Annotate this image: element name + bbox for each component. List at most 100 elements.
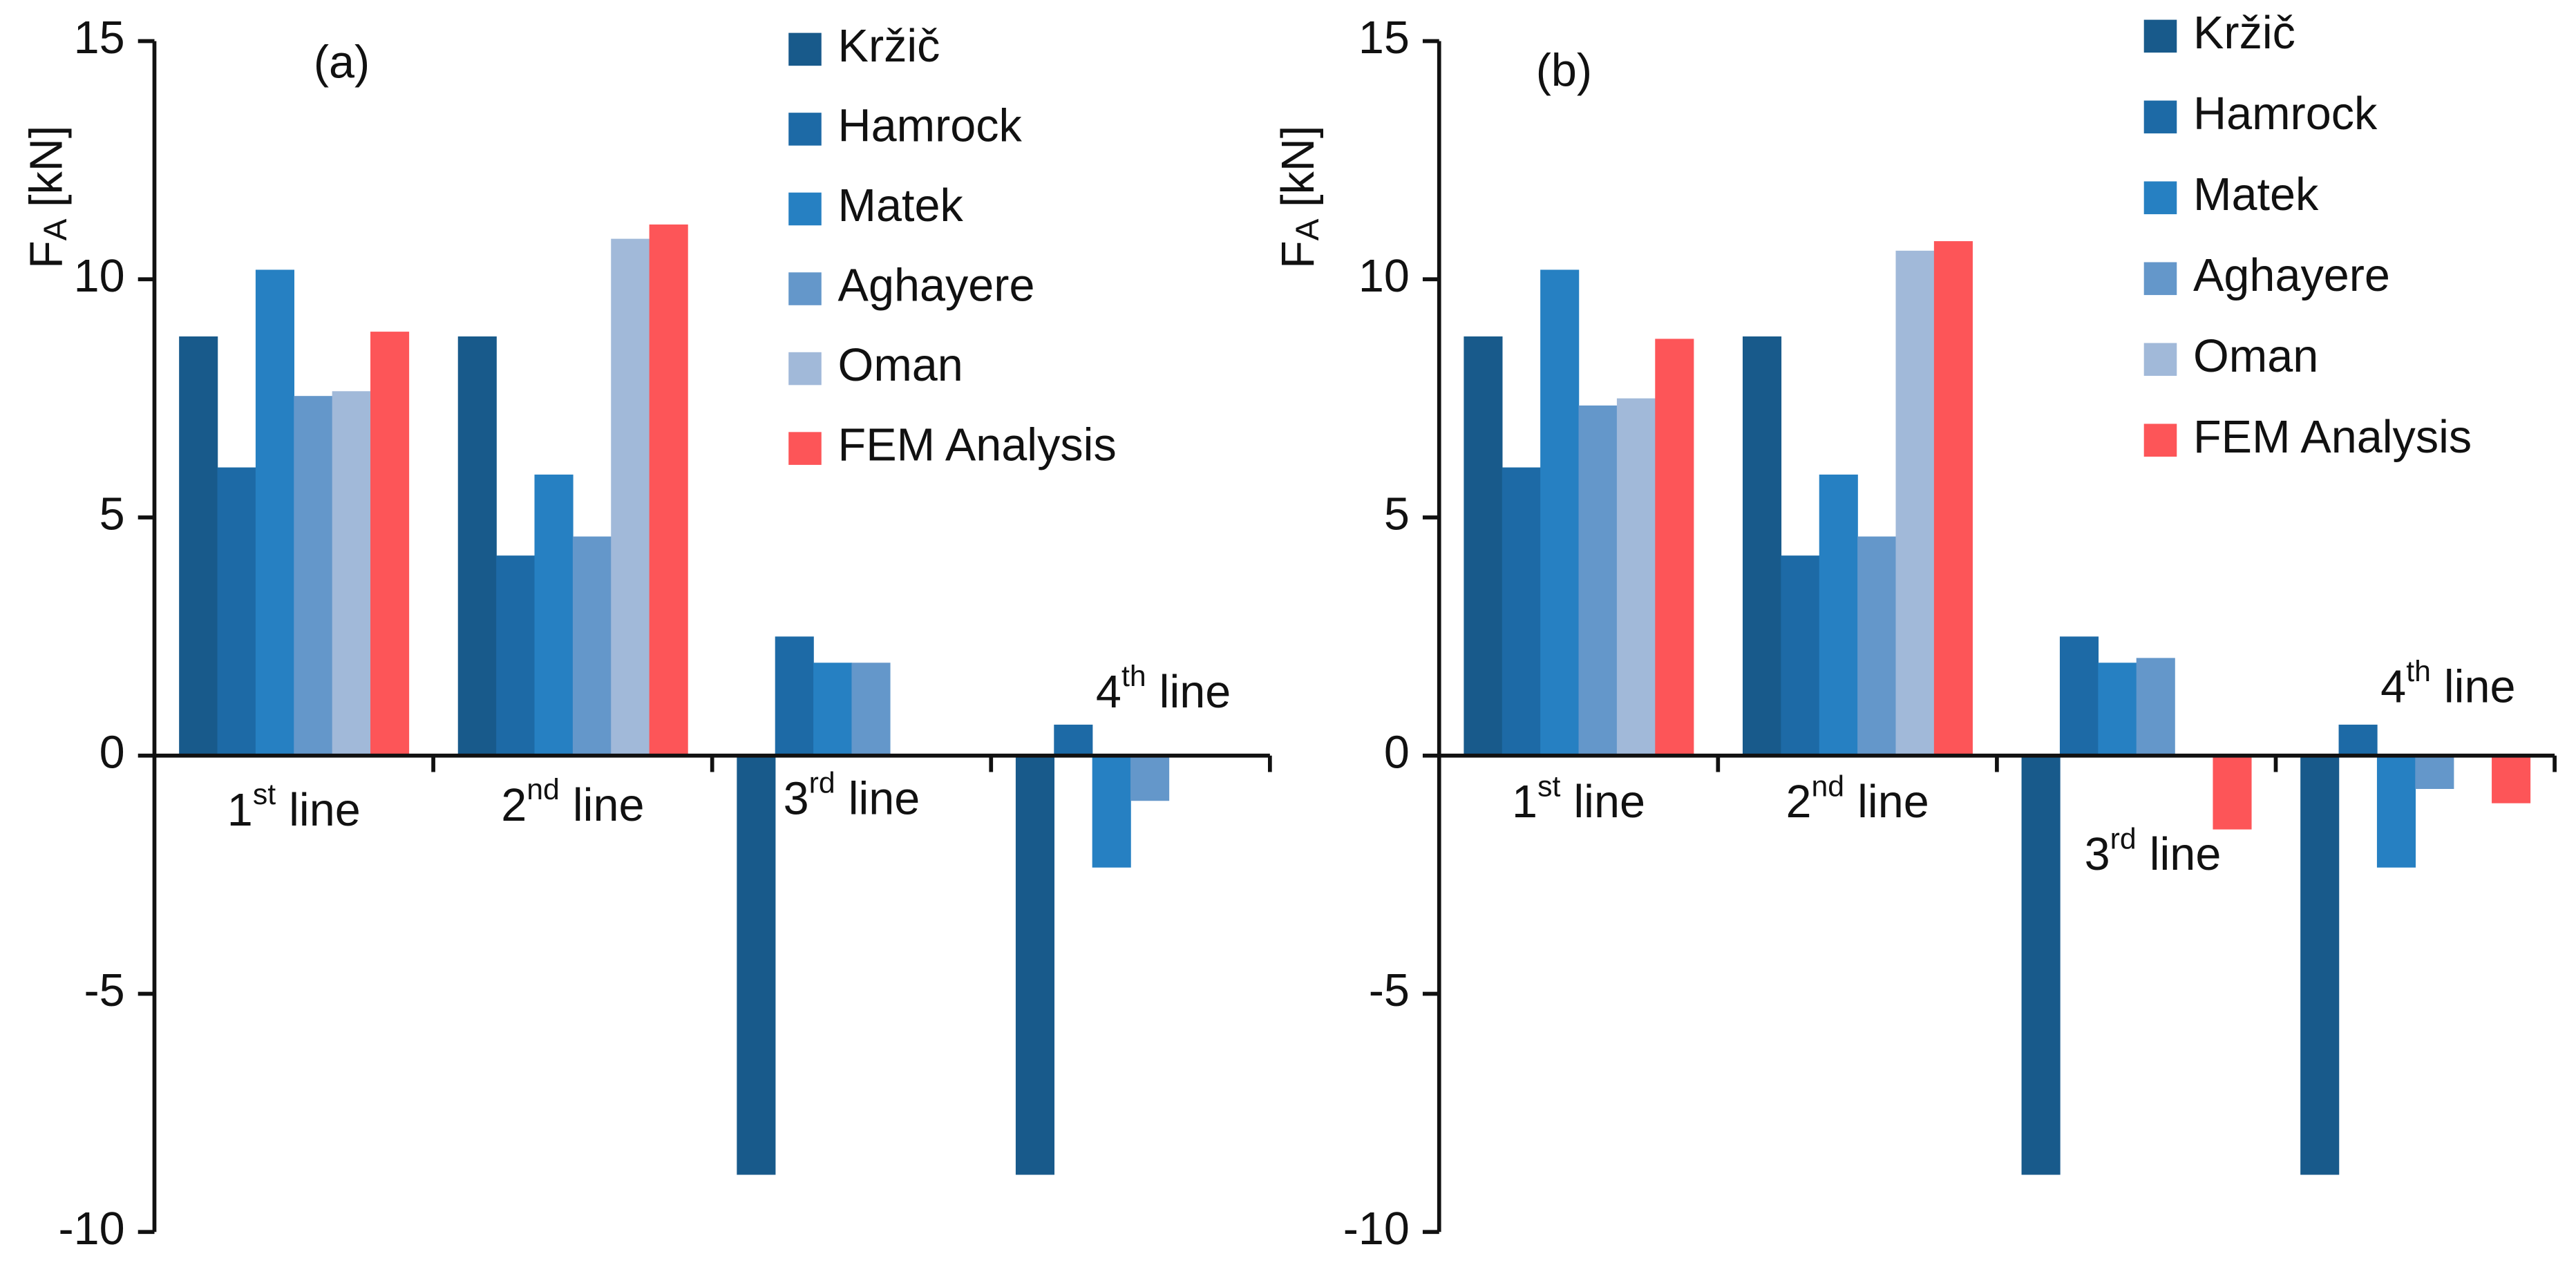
x-tick-label: 2nd line xyxy=(501,773,644,830)
y-label-unit: [kN] xyxy=(1273,126,1324,207)
bar xyxy=(1502,467,1541,756)
category-ordinal: 2 xyxy=(501,779,527,830)
legend-swatch xyxy=(788,32,822,66)
x-tick-label: 1st line xyxy=(1512,770,1645,828)
bar xyxy=(1616,398,1656,756)
category-suffix: st xyxy=(1537,770,1560,803)
category-word: line xyxy=(1573,777,1645,828)
bar xyxy=(1742,336,1782,756)
bar xyxy=(332,391,371,756)
bar xyxy=(851,663,891,756)
bar xyxy=(1895,250,1935,756)
category-ordinal: 4 xyxy=(2380,661,2406,712)
legend-swatch xyxy=(788,432,822,465)
category-ordinal: 3 xyxy=(2085,829,2110,880)
bar xyxy=(649,224,688,756)
category-ordinal: 3 xyxy=(784,773,809,824)
y-tick-label: 15 xyxy=(74,12,125,64)
legend-swatch xyxy=(2143,181,2177,215)
legend-label: Kržič xyxy=(838,21,940,72)
bar xyxy=(572,536,612,756)
bar xyxy=(294,396,333,756)
bar xyxy=(1130,755,1170,801)
category-word: line xyxy=(1857,777,1929,828)
bar xyxy=(534,474,574,756)
legend-label: Aghayere xyxy=(2193,250,2390,301)
legend-swatch xyxy=(2143,423,2177,457)
category-suffix: st xyxy=(253,778,276,811)
legend-swatch xyxy=(2143,100,2177,134)
category-ordinal: 4 xyxy=(1096,666,1121,717)
bar xyxy=(2059,636,2099,756)
legend-label: Hamrock xyxy=(2193,88,2378,140)
legend-label: Oman xyxy=(2193,331,2318,382)
category-suffix: rd xyxy=(809,767,835,800)
bar xyxy=(1015,755,1055,1175)
bar xyxy=(1092,755,1131,868)
category-ordinal: 1 xyxy=(1512,777,1537,828)
category-word: line xyxy=(2444,661,2516,712)
legend-swatch xyxy=(788,113,822,146)
bar xyxy=(2098,663,2137,756)
y-tick-label: 5 xyxy=(1384,489,1410,540)
y-label-subscript: A xyxy=(37,218,74,240)
bar xyxy=(2492,755,2531,803)
y-axis-label: FA [kN] xyxy=(21,126,74,269)
bar xyxy=(457,336,497,756)
category-suffix: rd xyxy=(2110,823,2137,856)
legend-label: Matek xyxy=(2193,169,2319,220)
bar xyxy=(737,755,776,1175)
x-tick-label: 4th line xyxy=(2380,655,2515,712)
bar xyxy=(611,238,650,756)
bar xyxy=(255,269,294,756)
y-tick-label: 5 xyxy=(100,489,125,540)
y-tick-label: 10 xyxy=(74,251,125,302)
y-tick-label: -5 xyxy=(84,965,125,1016)
y-tick-label: 0 xyxy=(1384,727,1410,778)
bar xyxy=(1054,724,1093,756)
x-tick-label: 2nd line xyxy=(1786,770,1929,828)
y-tick-label: -10 xyxy=(1343,1203,1410,1255)
bar xyxy=(179,336,218,756)
x-tick-label: 4th line xyxy=(1096,660,1231,717)
bar xyxy=(1655,339,1694,756)
bar xyxy=(370,332,410,756)
category-suffix: nd xyxy=(1812,770,1845,803)
category-word: line xyxy=(289,785,361,836)
bar xyxy=(1540,269,1580,756)
panel-label: (a) xyxy=(314,37,370,88)
legend-label: Hamrock xyxy=(838,101,1023,152)
y-tick-label: -10 xyxy=(58,1203,124,1255)
y-tick-label: 0 xyxy=(100,727,125,778)
legend-swatch xyxy=(788,352,822,385)
legend-label: Kržič xyxy=(2193,8,2295,59)
panel-label: (b) xyxy=(1536,46,1592,97)
legend-label: Matek xyxy=(838,180,964,231)
category-word: line xyxy=(849,773,920,824)
category-word: line xyxy=(1159,666,1231,717)
legend-swatch xyxy=(2143,262,2177,296)
legend-label: Aghayere xyxy=(838,260,1035,312)
bar xyxy=(1857,536,1897,756)
x-tick-label: 1st line xyxy=(227,778,361,835)
category-suffix: th xyxy=(2406,655,2431,688)
bar xyxy=(1464,336,1503,756)
bar xyxy=(2376,755,2416,868)
y-axis-label: FA [kN] xyxy=(1273,126,1326,269)
y-label-symbol: F xyxy=(1273,240,1324,269)
bar xyxy=(1819,474,1858,756)
y-tick-label: 10 xyxy=(1358,251,1410,302)
bar xyxy=(2213,755,2252,830)
bar xyxy=(1578,405,1618,756)
category-ordinal: 2 xyxy=(1786,777,1811,828)
y-tick-label: -5 xyxy=(1369,965,1410,1016)
bar xyxy=(1781,555,1820,756)
x-tick-label: 3rd line xyxy=(2085,823,2222,880)
bar xyxy=(2338,724,2378,756)
category-ordinal: 1 xyxy=(227,785,253,836)
legend-label: Oman xyxy=(838,340,963,391)
bar xyxy=(2415,755,2454,789)
legend-swatch xyxy=(788,192,822,226)
